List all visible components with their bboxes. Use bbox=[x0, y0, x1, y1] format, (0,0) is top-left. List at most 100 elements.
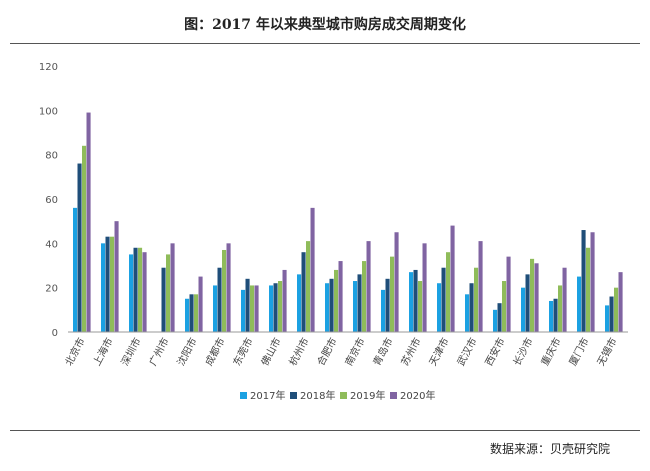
legend: 2017年 2018年 2019年 2020年 bbox=[240, 389, 435, 402]
x-category-label: 重庆市 bbox=[538, 335, 564, 368]
bar bbox=[418, 281, 423, 332]
bar bbox=[334, 269, 339, 332]
bar bbox=[469, 283, 474, 332]
x-category-label: 苏州市 bbox=[398, 335, 424, 368]
legend-label: 2018年 bbox=[300, 389, 335, 402]
x-category-label: 武汉市 bbox=[454, 335, 480, 368]
x-category-label: 北京市 bbox=[62, 335, 88, 368]
bar bbox=[170, 243, 175, 332]
bar bbox=[534, 263, 539, 332]
bar bbox=[478, 241, 483, 332]
bar bbox=[306, 241, 311, 332]
bar bbox=[222, 249, 227, 332]
x-category-label: 东莞市 bbox=[230, 335, 256, 368]
legend-swatch bbox=[390, 392, 397, 399]
bar bbox=[474, 267, 479, 332]
x-category-label: 厦门市 bbox=[566, 335, 592, 368]
bar bbox=[73, 207, 78, 332]
bar bbox=[194, 294, 199, 332]
bar bbox=[446, 252, 451, 332]
legend-swatch bbox=[340, 392, 347, 399]
bar bbox=[549, 300, 554, 332]
bar bbox=[278, 281, 283, 332]
bar bbox=[413, 269, 418, 332]
bar bbox=[502, 281, 507, 332]
bar bbox=[441, 267, 446, 332]
bar bbox=[562, 267, 567, 332]
bar bbox=[110, 236, 115, 332]
legend-label: 2017年 bbox=[250, 389, 285, 402]
bar bbox=[213, 285, 218, 332]
bar bbox=[254, 285, 259, 332]
y-axis: 0 20 40 60 80 100 120 bbox=[39, 62, 58, 339]
x-category-label: 成都市 bbox=[202, 335, 228, 368]
page-title: 图：2017 年以来典型城市购房成交周期变化 bbox=[184, 17, 466, 33]
bar bbox=[357, 274, 362, 332]
bar bbox=[581, 230, 586, 332]
bar bbox=[166, 254, 171, 332]
x-axis: 北京市 上海市 深圳市 广州市 沈阳市 成都市 东莞市 佛山市 杭州市 合肥市 南京市 青岛市 苏州市天… bbox=[62, 331, 628, 368]
bar bbox=[394, 232, 399, 332]
bar bbox=[138, 247, 143, 332]
bar bbox=[465, 294, 470, 332]
bar bbox=[325, 283, 330, 332]
y-tick-label: 40 bbox=[45, 239, 58, 250]
x-category-label: 合肥市 bbox=[314, 335, 340, 368]
x-category-label: 沈阳市 bbox=[174, 335, 200, 368]
bar bbox=[101, 243, 106, 332]
bar bbox=[450, 225, 455, 332]
legend-swatch bbox=[240, 392, 247, 399]
bar bbox=[245, 278, 250, 332]
bar bbox=[310, 207, 315, 332]
source-note: 数据来源：贝壳研究院 bbox=[489, 442, 610, 456]
bar bbox=[605, 305, 610, 332]
legend-swatch bbox=[290, 392, 297, 399]
bar bbox=[422, 243, 427, 332]
bar bbox=[521, 287, 526, 332]
bar bbox=[614, 287, 619, 332]
bar bbox=[353, 281, 358, 332]
bar bbox=[198, 276, 203, 332]
bar bbox=[217, 267, 222, 332]
bar bbox=[338, 261, 343, 332]
bar bbox=[129, 254, 134, 332]
x-category-label: 南京市 bbox=[342, 335, 368, 368]
x-category-label: 杭州市 bbox=[286, 335, 312, 368]
bar bbox=[609, 296, 614, 332]
y-tick-label: 20 bbox=[45, 284, 58, 295]
y-tick-label: 0 bbox=[52, 328, 58, 339]
bar bbox=[558, 285, 563, 332]
bar bbox=[381, 289, 386, 332]
bar bbox=[530, 258, 535, 332]
bar bbox=[105, 236, 110, 332]
y-tick-label: 120 bbox=[39, 62, 58, 73]
x-category-label: 西安市 bbox=[482, 335, 508, 368]
x-category-label: 无锡市 bbox=[594, 335, 620, 368]
bar bbox=[590, 232, 595, 332]
bar bbox=[185, 298, 190, 332]
x-category-label: 佛山市 bbox=[258, 335, 284, 368]
bar bbox=[189, 294, 194, 332]
x-category-label: 上海市 bbox=[90, 335, 116, 368]
bar bbox=[297, 274, 302, 332]
y-tick-label: 80 bbox=[45, 151, 58, 162]
bar bbox=[577, 276, 582, 332]
bar bbox=[273, 283, 278, 332]
bar-chart: 0 20 40 60 80 100 120 北京市 上海市 深圳市 广州市 沈阳市 成都市 东莞市 佛山市… bbox=[39, 62, 628, 402]
legend-label: 2019年 bbox=[350, 389, 385, 402]
x-category-label: 长沙市 bbox=[510, 335, 536, 368]
bars-group bbox=[73, 112, 623, 332]
bar bbox=[301, 252, 306, 332]
bar bbox=[82, 145, 87, 332]
bar bbox=[241, 289, 246, 332]
bar bbox=[385, 278, 390, 332]
bottom-divider bbox=[10, 430, 640, 431]
bar bbox=[497, 303, 502, 332]
y-tick-label: 60 bbox=[45, 195, 58, 206]
x-category-label: 深圳市 bbox=[118, 335, 144, 368]
bar bbox=[390, 256, 395, 332]
bar bbox=[409, 272, 414, 332]
y-tick-label: 100 bbox=[39, 106, 58, 117]
x-category-label: 广州市 bbox=[146, 335, 172, 368]
bar bbox=[506, 256, 511, 332]
